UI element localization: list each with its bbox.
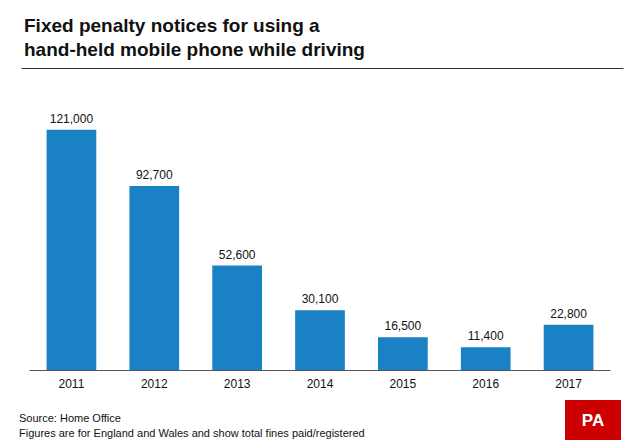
svg-text:2017: 2017: [555, 377, 582, 391]
svg-text:22,800: 22,800: [550, 307, 587, 321]
svg-text:121,000: 121,000: [50, 112, 94, 126]
svg-text:Source: Home Office: Source: Home Office: [19, 412, 121, 424]
svg-text:16,500: 16,500: [385, 319, 422, 333]
svg-text:2011: 2011: [59, 377, 85, 391]
svg-text:2016: 2016: [472, 377, 499, 391]
svg-text:Figures are for England and Wa: Figures are for England and Wales and sh…: [19, 427, 365, 439]
svg-text:30,100: 30,100: [302, 292, 339, 306]
svg-text:2012: 2012: [141, 377, 168, 391]
svg-text:92,700: 92,700: [136, 168, 173, 182]
svg-text:2013: 2013: [224, 377, 251, 391]
svg-text:2015: 2015: [390, 377, 417, 391]
svg-text:52,600: 52,600: [219, 248, 256, 262]
svg-text:11,400: 11,400: [468, 329, 504, 343]
svg-text:PA: PA: [582, 411, 604, 430]
svg-text:2014: 2014: [307, 377, 334, 391]
svg-text:hand-held mobile phone while d: hand-held mobile phone while driving: [24, 39, 365, 60]
svg-text:Fixed penalty notices for usin: Fixed penalty notices for using a: [24, 15, 320, 36]
